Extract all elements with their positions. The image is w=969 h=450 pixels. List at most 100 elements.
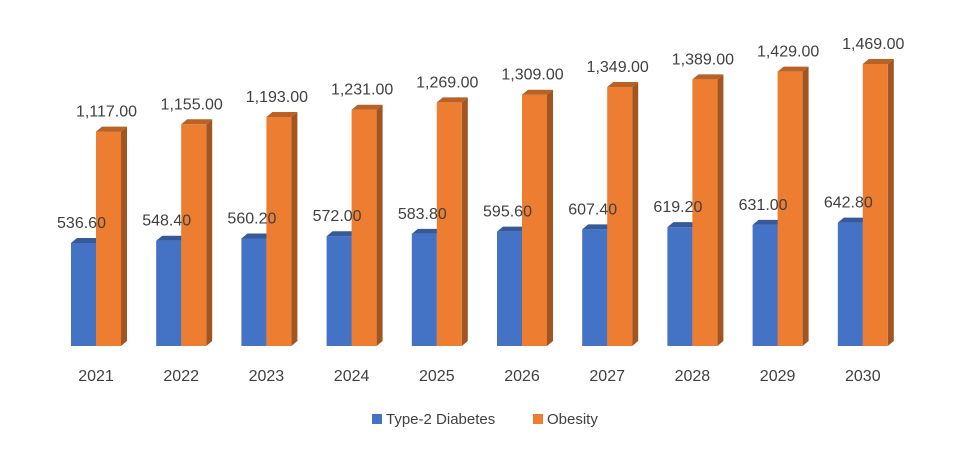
x-tick-label-2027: 2027	[589, 368, 625, 385]
obesity-bar-front	[436, 102, 462, 346]
obesity-bar-side	[632, 82, 639, 347]
obesity-data-label-2022: 1,155.00	[161, 96, 223, 113]
type-2-diabetes-bar-top	[411, 228, 443, 234]
obesity-data-label-2028: 1,389.00	[672, 51, 734, 68]
type-2-diabetes-data-label-2029: 631.00	[739, 197, 788, 214]
obesity-bar-top	[436, 97, 468, 103]
obesity-bar-front	[96, 131, 121, 346]
obesity-bar-2028	[692, 74, 724, 346]
obesity-bar-2024	[351, 104, 383, 346]
type-2-diabetes-bar-front	[241, 238, 267, 346]
type-2-diabetes-data-label-2027: 607.40	[568, 201, 617, 218]
x-tick-label-2022: 2022	[163, 368, 199, 385]
obesity-bar-2021	[96, 126, 127, 346]
obesity-data-label-2025: 1,269.00	[416, 74, 478, 91]
type-2-diabetes-bar-front	[752, 224, 778, 346]
type-2-diabetes-bar-top	[667, 222, 699, 228]
obesity-bar-side	[887, 59, 894, 346]
type-2-diabetes-bar-front	[326, 236, 352, 346]
obesity-bar-front	[522, 94, 547, 346]
type-2-diabetes-bar-top	[326, 231, 358, 237]
type-2-diabetes-bar-top	[582, 224, 614, 230]
obesity-bar-front	[777, 71, 803, 346]
obesity-bar-side	[376, 104, 383, 346]
x-tick-label-2025: 2025	[419, 368, 455, 385]
obesity-bar-top	[266, 111, 298, 117]
x-tick-label-2030: 2030	[845, 368, 881, 385]
legend-swatch-obesity	[533, 414, 543, 424]
type-2-diabetes-bar-front	[497, 231, 522, 346]
type-2-diabetes-data-label-2023: 560.20	[227, 210, 276, 227]
type-2-diabetes-bar-front	[411, 233, 437, 346]
obesity-data-label-2026: 1,309.00	[501, 67, 563, 84]
obesity-bar-top	[181, 119, 213, 125]
obesity-bar-front	[692, 79, 718, 346]
obesity-bar-front	[181, 124, 207, 346]
obesity-bar-side	[206, 119, 213, 346]
type-2-diabetes-bar-front	[156, 240, 182, 346]
obesity-bar-front	[351, 109, 377, 346]
obesity-bar-front	[607, 87, 633, 347]
legend-item-obesity: Obesity	[533, 411, 598, 428]
obesity-bar-side	[461, 97, 468, 346]
type-2-diabetes-bar-top	[752, 219, 784, 225]
obesity-data-label-2023: 1,193.00	[246, 89, 308, 106]
obesity-bar-2023	[266, 111, 298, 347]
type-2-diabetes-data-label-2022: 548.40	[142, 213, 191, 230]
obesity-bar-2022	[181, 119, 213, 346]
obesity-bar-top	[777, 66, 809, 72]
legend: Type-2 Diabetes Obesity	[372, 411, 598, 428]
obesity-bar-top	[522, 89, 553, 95]
type-2-diabetes-data-label-2028: 619.20	[653, 199, 702, 216]
obesity-data-label-2029: 1,429.00	[757, 44, 819, 61]
x-tick-label-2029: 2029	[760, 368, 796, 385]
type-2-diabetes-bar-top	[156, 235, 188, 241]
type-2-diabetes-bar-top	[71, 237, 102, 243]
obesity-data-label-2027: 1,349.00	[587, 59, 649, 76]
obesity-bar-top	[692, 74, 724, 80]
type-2-diabetes-bar-front	[71, 242, 96, 346]
x-axis-tick-labels: 2021 2022 2023 2024 2025 2026 2027 2028 2029 2030	[78, 368, 880, 385]
obesity-bar-2026	[522, 89, 553, 346]
type-2-diabetes-bar-top	[837, 217, 869, 223]
legend-label-type-2-diabetes: Type-2 Diabetes	[386, 411, 495, 428]
x-tick-label-2028: 2028	[675, 368, 711, 385]
type-2-diabetes-bar-top	[497, 226, 528, 232]
obesity-data-label-2030: 1,469.00	[842, 36, 904, 53]
type-2-diabetes-bar-front	[837, 222, 863, 346]
obesity-bar-top	[862, 59, 894, 64]
x-tick-label-2023: 2023	[249, 368, 285, 385]
type-2-diabetes-bar-front	[582, 229, 608, 346]
obesity-bar-2030	[862, 59, 894, 346]
obesity-data-label-2021: 1,117.00	[76, 104, 137, 121]
x-tick-label-2021: 2021	[78, 368, 114, 385]
obesity-bar-2027	[607, 82, 639, 347]
legend-item-type-2-diabetes: Type-2 Diabetes	[372, 411, 495, 428]
data-labels-layer: 536.60 1,117.00 548.40 1,155.00 560.20 1,193.…	[57, 36, 905, 232]
x-tick-label-2024: 2024	[334, 368, 370, 385]
obesity-bar-top	[607, 82, 639, 88]
type-2-diabetes-data-label-2021: 536.60	[57, 215, 106, 232]
obesity-bar-side	[717, 74, 724, 346]
type-2-diabetes-data-label-2024: 572.00	[313, 208, 362, 225]
type-2-diabetes-data-label-2026: 595.60	[483, 204, 532, 221]
obesity-bar-front	[862, 64, 888, 346]
obesity-data-label-2024: 1,231.00	[331, 82, 393, 99]
type-2-diabetes-bar-front	[667, 227, 693, 346]
obesity-bar-side	[547, 89, 553, 346]
type-2-diabetes-bar-top	[241, 233, 273, 239]
obesity-bar-2029	[777, 66, 809, 346]
bars-layer	[71, 59, 894, 347]
obesity-bar-side	[802, 66, 809, 346]
type-2-diabetes-data-label-2025: 583.80	[398, 206, 447, 223]
obesity-bar-front	[266, 116, 292, 347]
type-2-diabetes-data-label-2030: 642.80	[824, 195, 873, 212]
legend-swatch-type-2-diabetes	[372, 414, 382, 424]
obesity-bar-top	[351, 104, 383, 110]
obesity-bar-2025	[436, 97, 468, 346]
obesity-bar-top	[96, 126, 127, 132]
x-tick-label-2026: 2026	[504, 368, 540, 385]
obesity-bar-side	[121, 126, 127, 346]
